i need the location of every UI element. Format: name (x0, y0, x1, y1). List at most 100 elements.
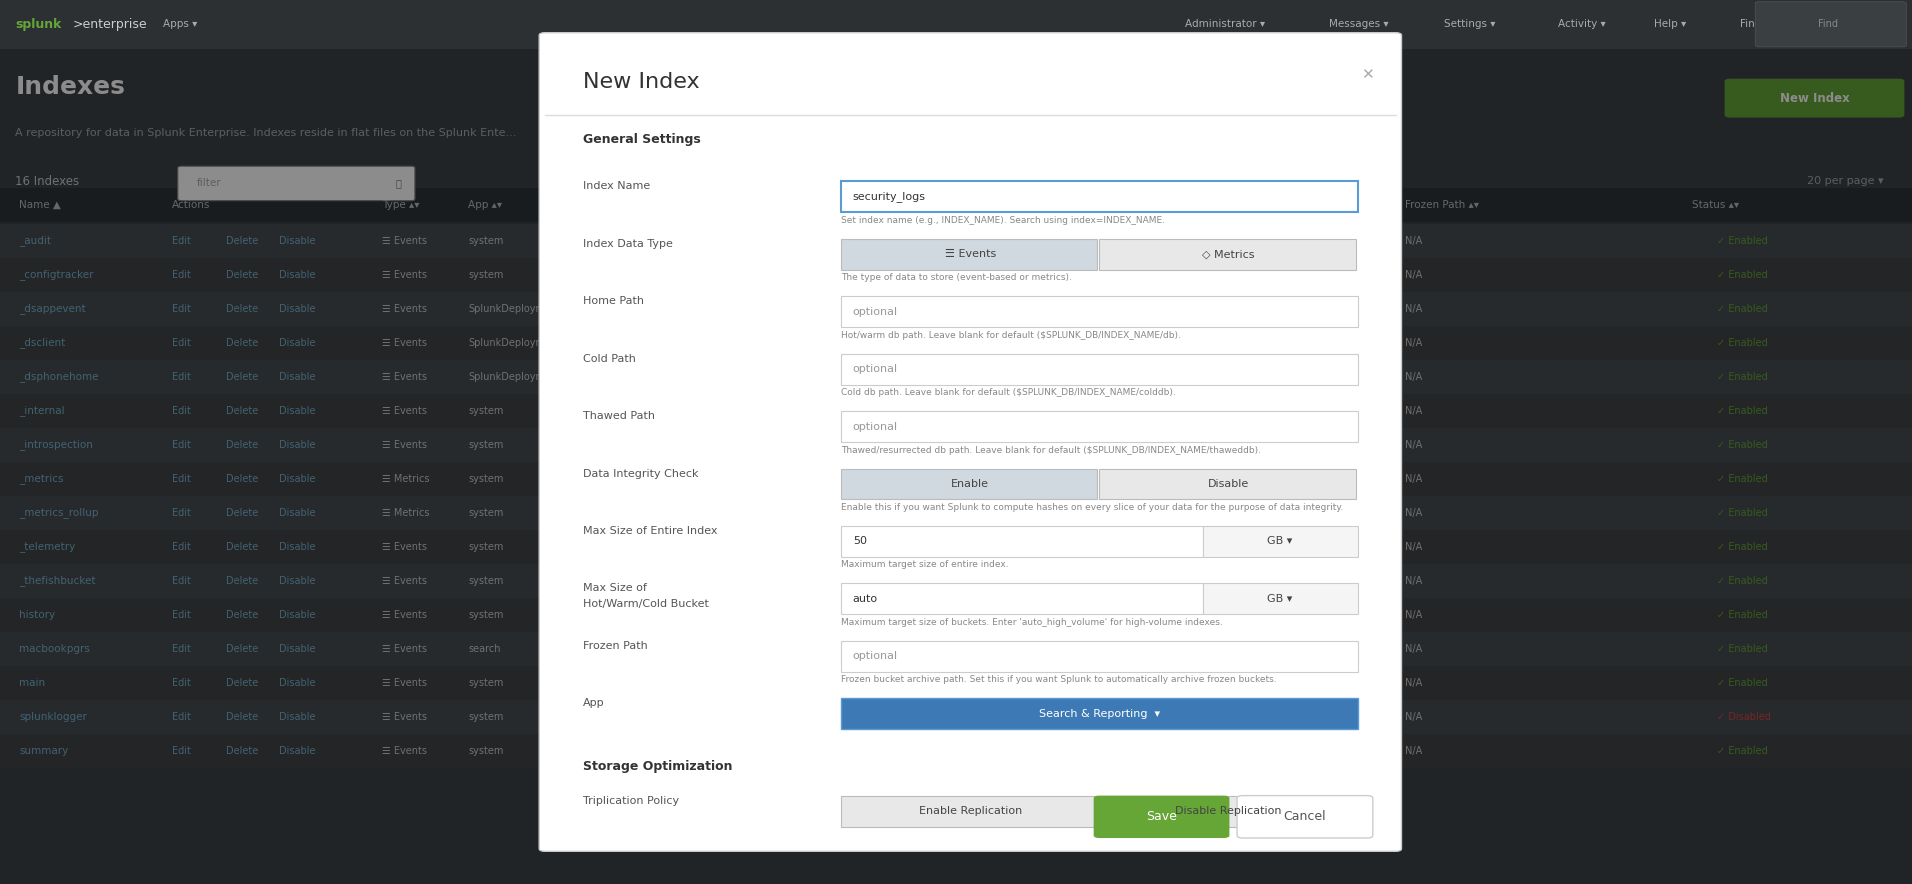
Text: Thawed Path: Thawed Path (583, 411, 656, 421)
Text: Hot/warm db path. Leave blank for default ($SPLUNK_DB/INDEX_NAME/db).: Hot/warm db path. Leave blank for defaul… (841, 331, 1182, 339)
Bar (0, 632, 1912, 667)
Text: Disable: Disable (279, 713, 315, 722)
Text: N/A: N/A (1405, 644, 1423, 654)
Text: Disable: Disable (279, 406, 315, 415)
Text: Save: Save (1145, 811, 1178, 823)
Text: $SPLUNK_DB/_telemetry/db: $SPLUNK_DB/_telemetry/db (641, 542, 776, 552)
Text: Delete: Delete (226, 542, 258, 552)
FancyBboxPatch shape (539, 33, 1401, 851)
Text: $SPLUNK_DB/_introspection/db: $SPLUNK_DB/_introspection/db (641, 439, 792, 450)
Text: 🔍: 🔍 (396, 179, 402, 188)
FancyBboxPatch shape (841, 641, 1358, 672)
Text: Delete: Delete (226, 576, 258, 586)
FancyBboxPatch shape (0, 0, 1912, 49)
Text: auto: auto (853, 594, 878, 604)
Text: optional: optional (853, 422, 899, 431)
Bar (0, 292, 1912, 325)
Text: Disable: Disable (279, 610, 315, 620)
Text: $SPLUNK_DB/_metrics_rollup/db: $SPLUNK_DB/_metrics_rollup/db (641, 507, 797, 518)
Text: Delete: Delete (226, 508, 258, 518)
Text: N/A: N/A (1405, 678, 1423, 688)
Text: splunk: splunk (15, 18, 61, 31)
Text: Apps ▾: Apps ▾ (163, 19, 197, 29)
Text: Disable: Disable (279, 678, 315, 688)
FancyBboxPatch shape (1203, 526, 1358, 557)
FancyBboxPatch shape (841, 239, 1097, 270)
Text: Home Path: Home Path (583, 296, 644, 306)
Text: Find: Find (1740, 19, 1761, 29)
Text: SplunkDeploymen: SplunkDeploymen (468, 304, 558, 314)
Text: ✓ Enabled: ✓ Enabled (1717, 270, 1769, 279)
Text: Settings ▾: Settings ▾ (1444, 19, 1495, 29)
Text: splunklogger: splunklogger (19, 713, 86, 722)
Text: ✓ Enabled: ✓ Enabled (1717, 236, 1769, 246)
Text: ☰ Events: ☰ Events (382, 610, 428, 620)
Text: ✕: ✕ (1361, 67, 1373, 82)
Text: _internal: _internal (19, 406, 65, 416)
Text: $SPLUNK_DB/audit/db: $SPLUNK_DB/audit/db (641, 235, 748, 246)
Text: Help ▾: Help ▾ (1654, 19, 1686, 29)
Text: Edit: Edit (172, 644, 191, 654)
Bar (0, 530, 1912, 564)
Text: Delete: Delete (226, 304, 258, 314)
Text: _telemetry: _telemetry (19, 542, 75, 552)
Text: Delete: Delete (226, 678, 258, 688)
Text: $SPLUNK_DB/_dsappevent/db: $SPLUNK_DB/_dsappevent/db (641, 303, 786, 314)
Bar (0, 734, 1912, 768)
Text: ✓ Enabled: ✓ Enabled (1717, 576, 1769, 586)
Text: Delete: Delete (226, 270, 258, 279)
Text: Disable: Disable (1208, 479, 1249, 489)
Text: Frozen Path: Frozen Path (583, 641, 648, 651)
Bar (0, 461, 1912, 496)
FancyBboxPatch shape (841, 411, 1358, 442)
Bar (0, 224, 1912, 258)
Text: General Settings: General Settings (583, 133, 702, 146)
Text: history: history (19, 610, 55, 620)
Text: ☰ Events: ☰ Events (945, 249, 996, 259)
FancyBboxPatch shape (841, 296, 1358, 327)
Text: Frozen bucket archive path. Set this if you want Splunk to automatically archive: Frozen bucket archive path. Set this if … (841, 675, 1277, 684)
Bar (0, 667, 1912, 700)
Bar (0, 496, 1912, 530)
Text: _thefishbucket: _thefishbucket (19, 575, 96, 586)
Text: GB ▾: GB ▾ (1268, 537, 1293, 546)
Text: Max Size of: Max Size of (583, 583, 646, 593)
Text: Edit: Edit (172, 542, 191, 552)
FancyBboxPatch shape (841, 796, 1097, 827)
Text: Disable: Disable (279, 746, 315, 756)
Text: Disable: Disable (279, 304, 315, 314)
Text: The type of data to store (event-based or metrics).: The type of data to store (event-based o… (841, 273, 1073, 282)
Text: ☰ Events: ☰ Events (382, 576, 428, 586)
Text: Edit: Edit (172, 678, 191, 688)
Text: ☰ Events: ☰ Events (382, 440, 428, 450)
Text: ✓ Enabled: ✓ Enabled (1717, 304, 1769, 314)
Text: Delete: Delete (226, 440, 258, 450)
Text: N/A: N/A (1405, 270, 1423, 279)
Text: New Index: New Index (1780, 92, 1849, 104)
Text: Edit: Edit (172, 406, 191, 415)
Text: Cold db path. Leave blank for default ($SPLUNK_DB/INDEX_NAME/colddb).: Cold db path. Leave blank for default ($… (841, 388, 1176, 397)
Text: App: App (583, 698, 604, 708)
Text: Delete: Delete (226, 236, 258, 246)
Text: Edit: Edit (172, 372, 191, 382)
Text: Hot/Warm/Cold Bucket: Hot/Warm/Cold Bucket (583, 599, 709, 609)
Text: system: system (468, 746, 505, 756)
FancyBboxPatch shape (178, 166, 415, 201)
Text: Edit: Edit (172, 338, 191, 347)
Text: A repository for data in Splunk Enterprise. Indexes reside in flat files on the : A repository for data in Splunk Enterpri… (15, 128, 516, 138)
Text: $SPLUNK_DB/splunklogger/db: $SPLUNK_DB/splunklogger/db (641, 712, 786, 722)
Text: ✓ Enabled: ✓ Enabled (1717, 338, 1769, 347)
Bar (0, 564, 1912, 598)
Text: _dsphonehome: _dsphonehome (19, 371, 99, 382)
Text: macbookpgrs: macbookpgrs (19, 644, 90, 654)
Text: summary: summary (19, 746, 69, 756)
Text: $SPLUNK_DB/summarydb/db: $SPLUNK_DB/summarydb/db (641, 746, 782, 757)
FancyBboxPatch shape (841, 698, 1358, 729)
Text: Edit: Edit (172, 610, 191, 620)
Text: ☰ Events: ☰ Events (382, 372, 428, 382)
Text: Delete: Delete (226, 610, 258, 620)
Text: Disable: Disable (279, 236, 315, 246)
Bar (0, 360, 1912, 394)
Text: $SPLUNK_DB/_dsphonehome/db: $SPLUNK_DB/_dsphonehome/db (641, 371, 797, 382)
Bar (0, 257, 1912, 292)
